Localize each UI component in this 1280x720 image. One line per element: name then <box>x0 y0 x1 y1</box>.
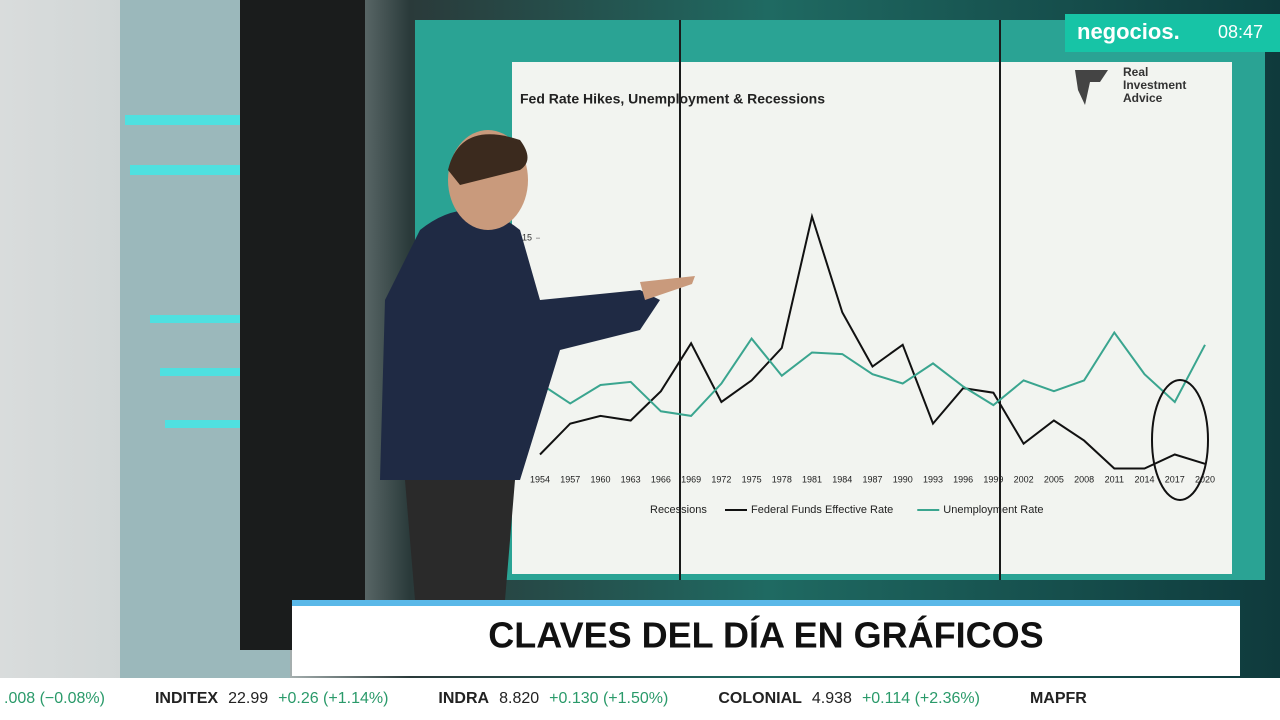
x-tick-label: 1957 <box>560 474 580 484</box>
chart-title: Fed Rate Hikes, Unemployment & Recession… <box>520 91 825 107</box>
x-tick-label: 1966 <box>651 474 671 484</box>
channel-bug <box>1065 14 1280 52</box>
logo-text: Investment <box>1123 78 1186 92</box>
logo-text: Advice <box>1123 91 1163 105</box>
light-strip <box>130 165 290 175</box>
ticker-change: +0.114 (+2.36%) <box>862 690 980 707</box>
ticker-name: INDITEX <box>155 690 218 707</box>
x-tick-label: 2014 <box>1135 474 1155 484</box>
presenter-trousers <box>405 480 515 600</box>
ticker-price: 22.99 <box>228 690 268 707</box>
logo-mark <box>1075 70 1108 105</box>
x-tick-label: 1996 <box>953 474 973 484</box>
ticker-change: +0.130 (+1.50%) <box>549 690 668 707</box>
ticker-name: MAPFR <box>1030 690 1087 707</box>
chart: Fed Rate Hikes, Unemployment & Recession… <box>520 65 1215 516</box>
x-tick-label: 2002 <box>1014 474 1034 484</box>
ticker-price: 4.938 <box>812 690 852 707</box>
light-strip <box>160 368 290 376</box>
x-tick-label: 1978 <box>772 474 792 484</box>
ticker-name: INDRA <box>438 690 489 707</box>
logo-text: Real <box>1123 65 1148 79</box>
light-strip <box>150 315 290 323</box>
light-strip <box>165 420 290 428</box>
x-tick-label: 1984 <box>832 474 852 484</box>
x-tick-label: 2005 <box>1044 474 1064 484</box>
clock: 08:47 <box>1218 22 1263 42</box>
channel-name: negocios. <box>1077 19 1180 44</box>
legend-label: Unemployment Rate <box>943 504 1043 516</box>
screen-bezel <box>240 0 365 650</box>
ticker-name: COLONIAL <box>718 690 802 707</box>
lower-third <box>292 600 1240 676</box>
x-tick-label: 2008 <box>1074 474 1094 484</box>
x-tick-label: 1981 <box>802 474 822 484</box>
highlight-circle <box>1151 379 1209 501</box>
x-tick-label: 1999 <box>983 474 1003 484</box>
series-line <box>539 330 1206 417</box>
presenter-hair <box>448 134 528 185</box>
legend-label: Recessions <box>650 504 707 516</box>
x-tick-label: 2017 <box>1165 474 1185 484</box>
x-tick-label: 1993 <box>923 474 943 484</box>
x-tick-label: 1954 <box>530 474 550 484</box>
y-tick-label: 15 <box>522 233 532 243</box>
presenter-hand <box>640 276 695 300</box>
x-tick-label: 2011 <box>1105 474 1124 484</box>
x-tick-label: 1963 <box>621 474 641 484</box>
light-strip <box>125 115 290 125</box>
ticker-price: 8.820 <box>499 690 539 707</box>
ticker-change: +0.26 (+1.14%) <box>278 690 388 707</box>
x-tick-label: 2020 <box>1195 474 1215 484</box>
x-tick-label: 1969 <box>681 474 701 484</box>
x-tick-label: 1972 <box>711 474 731 484</box>
x-tick-label: 1987 <box>862 474 882 484</box>
ticker: .008 (−0.08%) INDITEX 22.99 +0.26 (+1.14%) I… <box>4 690 1087 707</box>
legend-label: Federal Funds Effective Rate <box>751 504 893 516</box>
x-tick-label: 1990 <box>893 474 913 484</box>
x-tick-label: 1975 <box>742 474 762 484</box>
x-tick-label: 1960 <box>590 474 610 484</box>
lower-third-accent <box>292 600 1240 606</box>
presenter-jacket <box>380 210 660 480</box>
ticker-bar <box>0 678 1280 720</box>
banner-title: CLAVES DEL DÍA EN GRÁFICOS <box>488 615 1043 656</box>
ticker-change: .008 (−0.08%) <box>4 690 105 707</box>
